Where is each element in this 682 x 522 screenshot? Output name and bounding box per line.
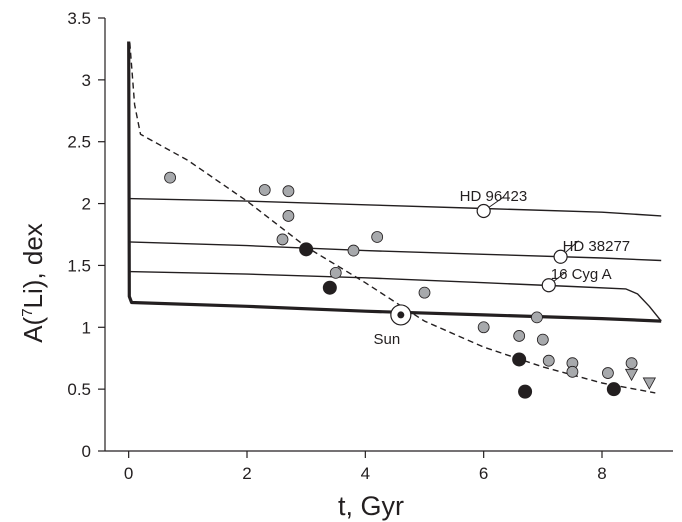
model-curve-thick-0 [127,41,662,323]
axes: 0 0.5 1 1.5 2 2.5 3 3.5 0 2 4 6 8 [67,9,673,483]
y-tick-label: 0 [82,442,91,461]
black-star-point [518,384,533,399]
y-axis-title: A(7Li), dex [18,223,48,343]
y-tick-label: 3.5 [67,9,91,28]
black-star-point [322,280,337,295]
gray-star-point [531,311,543,324]
data-points [164,171,657,399]
x-tick-label: 8 [597,464,606,483]
gray-star-point [258,184,271,196]
y-tick-label: 1 [82,318,91,337]
model-curve-thin-3 [128,270,662,322]
annotations: HD 96423 HD 38277 16 Cyg A Sun [373,188,630,348]
upper-limit-triangle [642,377,657,390]
named-star-label: 16 Cyg A [551,266,612,283]
x-tick-label: 4 [361,464,370,483]
x-axis-title: t, Gyr [338,491,404,521]
model-curve-thin-1 [128,197,662,217]
gray-star-point [602,367,614,379]
gray-star-point [542,354,555,367]
gray-star-point [276,233,289,246]
y-tick-label: 2 [82,195,91,214]
named-star-label: HD 38277 [563,238,631,255]
upper-limit-triangle [624,368,639,382]
gray-star-point [282,185,295,198]
gray-star-point [164,171,176,184]
gray-star-point [347,244,360,257]
y-tick-label: 3 [82,71,91,90]
y-axis-title-sup: 7 [19,308,36,316]
sun-symbol-dot [397,311,405,319]
y-tick-label: 2.5 [67,133,91,152]
x-tick-label: 2 [242,464,251,483]
gray-star-point [329,266,342,279]
named-star-point [476,203,491,219]
black-star-point [606,382,621,397]
y-axis-title-pre: A( [18,316,48,342]
gray-star-point [371,231,384,243]
model-curves [127,41,662,394]
model-curve-thin-2 [128,241,662,262]
gray-star-point [566,365,579,378]
sun-label: Sun [373,331,400,348]
black-star-point [299,242,314,257]
x-tick-label: 6 [479,464,488,483]
gray-star-point [282,210,295,222]
gray-star-point [418,286,431,299]
y-axis-title-post: Li), dex [18,223,48,308]
named-star-point [553,249,568,264]
gray-star-point [477,321,490,334]
gray-star-point [513,330,526,342]
black-star-point [512,352,527,367]
y-tick-label: 0.5 [67,380,91,399]
gray-star-point [536,333,549,346]
gray-star-point [625,357,638,370]
y-tick-label: 1.5 [67,256,91,275]
named-star-point [541,278,556,293]
named-star-label: HD 96423 [460,188,528,205]
x-tick-label: 0 [124,464,133,483]
